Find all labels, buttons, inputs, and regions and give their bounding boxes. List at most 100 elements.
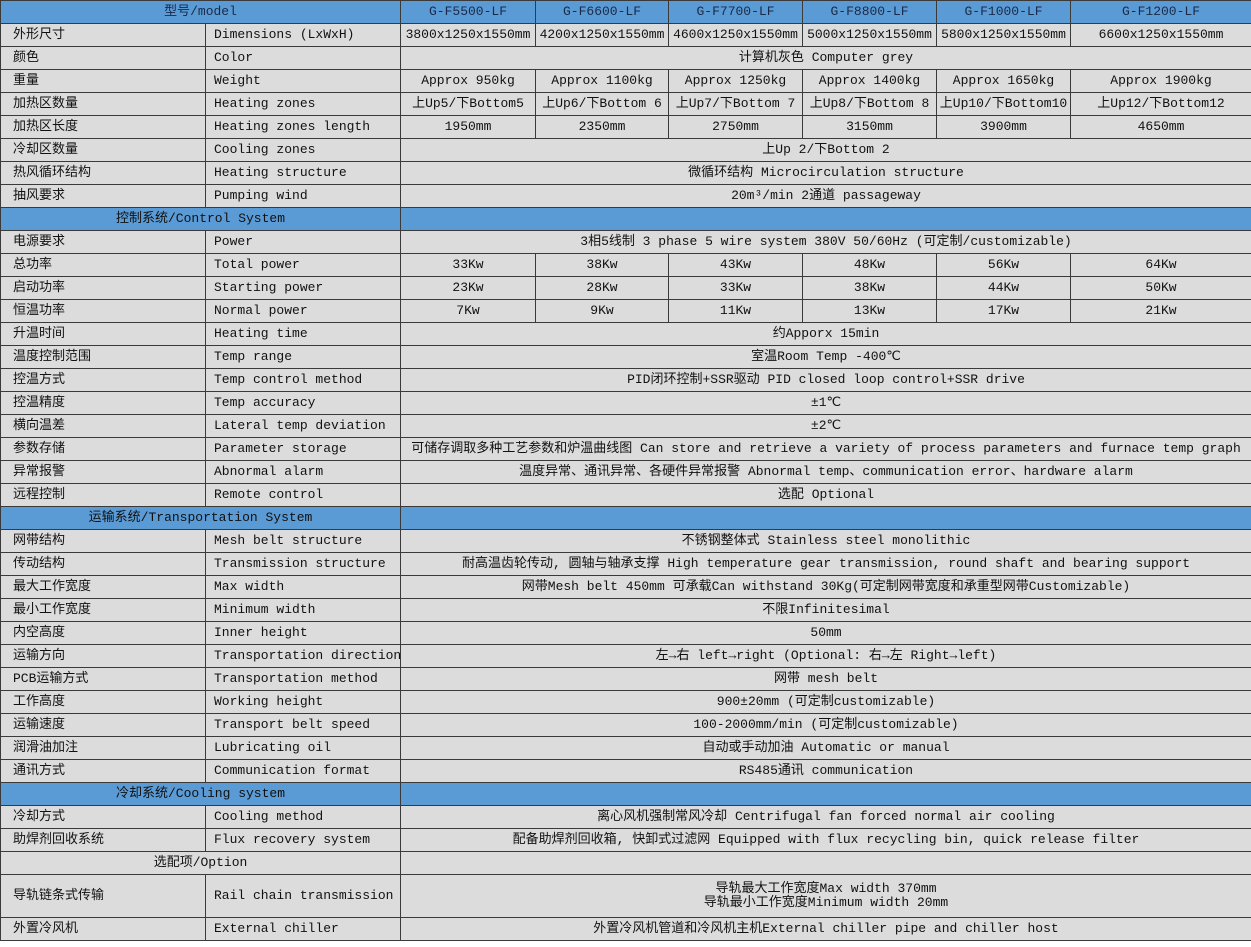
spec-label-en[interactable]: Remote control (205, 483, 401, 507)
spec-value-cell[interactable]: 1950mm (400, 115, 536, 139)
spec-value-cell[interactable]: 900±20mm (可定制customizable) (400, 690, 1251, 714)
spec-value-cell[interactable]: 4200x1250x1550mm (535, 23, 669, 47)
spec-value-cell[interactable]: 20m³/min 2通道 passageway (400, 184, 1251, 208)
spec-value-cell[interactable]: 21Kw (1070, 299, 1251, 323)
spec-label-en[interactable]: Transport belt speed (205, 713, 401, 737)
spec-value-cell[interactable]: 网带 mesh belt (400, 667, 1251, 691)
spec-label-cn[interactable]: 传动结构 (0, 552, 206, 576)
spec-value-cell[interactable]: 选配 Optional (400, 483, 1251, 507)
spec-value-cell[interactable]: 6600x1250x1550mm (1070, 23, 1251, 47)
spec-value-cell[interactable]: 网带Mesh belt 450mm 可承载Can withstand 30Kg(… (400, 575, 1251, 599)
spec-value-cell[interactable]: 上Up 2/下Bottom 2 (400, 138, 1251, 162)
spec-label-cn[interactable]: 升温时间 (0, 322, 206, 346)
spec-value-cell[interactable]: 室温Room Temp -400℃ (400, 345, 1251, 369)
model-name-cell[interactable]: G-F1000-LF (936, 0, 1071, 24)
model-name-cell[interactable]: G-F8800-LF (802, 0, 937, 24)
spec-label-en[interactable]: Transportation method (205, 667, 401, 691)
spec-value-cell[interactable]: 48Kw (802, 253, 937, 277)
spec-value-cell[interactable]: 9Kw (535, 299, 669, 323)
spec-value-cell[interactable]: 28Kw (535, 276, 669, 300)
spec-value-cell[interactable]: 外置冷风机管道和冷风机主机External chiller pipe and c… (400, 917, 1251, 941)
section-empty-cell[interactable] (400, 782, 1251, 806)
spec-value-cell[interactable]: 上Up6/下Bottom 6 (535, 92, 669, 116)
spec-value-cell[interactable]: 上Up12/下Bottom12 (1070, 92, 1251, 116)
spec-value-cell[interactable]: 50Kw (1070, 276, 1251, 300)
spec-value-cell[interactable]: 可储存调取多种工艺参数和炉温曲线图 Can store and retrieve… (400, 437, 1251, 461)
section-title[interactable]: 运输系统/Transportation System (0, 506, 401, 530)
spec-value-cell[interactable]: 2750mm (668, 115, 803, 139)
spec-label-cn[interactable]: 恒温功率 (0, 299, 206, 323)
spec-value-cell[interactable]: 13Kw (802, 299, 937, 323)
spec-value-cell[interactable]: 11Kw (668, 299, 803, 323)
spec-label-en[interactable]: Temp range (205, 345, 401, 369)
spec-label-en[interactable]: Power (205, 230, 401, 254)
model-name-cell[interactable]: G-F6600-LF (535, 0, 669, 24)
spec-value-cell[interactable]: 38Kw (802, 276, 937, 300)
spec-label-en[interactable]: Heating zones length (205, 115, 401, 139)
spec-label-cn[interactable]: 远程控制 (0, 483, 206, 507)
spec-value-cell[interactable]: 不限Infinitesimal (400, 598, 1251, 622)
spec-value-cell[interactable]: 左→右 left→right (Optional: 右→左 Right→left… (400, 644, 1251, 668)
spec-value-cell[interactable]: 上Up5/下Bottom5 (400, 92, 536, 116)
spec-value-cell[interactable]: 温度异常、通讯异常、各硬件异常报警 Abnormal temp、communic… (400, 460, 1251, 484)
spec-label-en[interactable]: Cooling zones (205, 138, 401, 162)
spec-label-en[interactable]: Temp control method (205, 368, 401, 392)
spec-value-cell[interactable]: 64Kw (1070, 253, 1251, 277)
spec-label-cn[interactable]: 外形尺寸 (0, 23, 206, 47)
spec-label-cn[interactable]: 参数存储 (0, 437, 206, 461)
spec-label-en[interactable]: Color (205, 46, 401, 70)
section-title[interactable]: 控制系统/Control System (0, 207, 401, 231)
section-empty-cell[interactable] (400, 506, 1251, 530)
spec-value-cell[interactable]: 43Kw (668, 253, 803, 277)
spec-value-cell[interactable]: 33Kw (400, 253, 536, 277)
section-title[interactable]: 冷却系统/Cooling system (0, 782, 401, 806)
spec-value-cell[interactable]: 100-2000mm/min (可定制customizable) (400, 713, 1251, 737)
spec-value-cell[interactable]: Approx 1650kg (936, 69, 1071, 93)
spec-value-cell[interactable]: 4600x1250x1550mm (668, 23, 803, 47)
spec-value-cell[interactable]: 自动或手动加油 Automatic or manual (400, 736, 1251, 760)
spec-label-cn[interactable]: 冷却方式 (0, 805, 206, 829)
spec-label-cn[interactable]: 加热区长度 (0, 115, 206, 139)
spec-label-cn[interactable]: PCB运输方式 (0, 667, 206, 691)
spec-value-cell[interactable]: Approx 950kg (400, 69, 536, 93)
spec-label-cn[interactable]: 总功率 (0, 253, 206, 277)
spec-value-cell[interactable]: 耐高温齿轮传动, 圆轴与轴承支撑 High temperature gear t… (400, 552, 1251, 576)
spec-value-cell[interactable]: RS485通讯 communication (400, 759, 1251, 783)
spec-label-cn[interactable]: 重量 (0, 69, 206, 93)
section-empty-cell[interactable] (400, 207, 1251, 231)
section-empty-cell[interactable] (400, 851, 1251, 875)
spec-value-cell[interactable]: Approx 1100kg (535, 69, 669, 93)
spec-label-en[interactable]: Transportation direction (205, 644, 401, 668)
spec-value-cell[interactable]: 23Kw (400, 276, 536, 300)
spec-label-cn[interactable]: 控温方式 (0, 368, 206, 392)
spec-value-cell[interactable]: ±1℃ (400, 391, 1251, 415)
spec-value-cell[interactable]: 56Kw (936, 253, 1071, 277)
spec-value-cell[interactable]: 5000x1250x1550mm (802, 23, 937, 47)
spec-value-cell[interactable]: Approx 1250kg (668, 69, 803, 93)
spec-label-cn[interactable]: 外置冷风机 (0, 917, 206, 941)
model-name-cell[interactable]: G-F5500-LF (400, 0, 536, 24)
spec-label-en[interactable]: Starting power (205, 276, 401, 300)
spec-value-cell[interactable]: 上Up10/下Bottom10 (936, 92, 1071, 116)
spec-value-cell[interactable]: 计算机灰色 Computer grey (400, 46, 1251, 70)
spec-label-en[interactable]: Pumping wind (205, 184, 401, 208)
spec-label-cn[interactable]: 电源要求 (0, 230, 206, 254)
spec-label-en[interactable]: Heating time (205, 322, 401, 346)
spec-label-en[interactable]: Flux recovery system (205, 828, 401, 852)
spec-label-en[interactable]: Weight (205, 69, 401, 93)
spec-value-cell[interactable]: 上Up8/下Bottom 8 (802, 92, 937, 116)
spec-label-en[interactable]: Working height (205, 690, 401, 714)
spec-label-cn[interactable]: 导轨链条式传输 (0, 874, 206, 918)
spec-value-cell[interactable]: 约Apporx 15min (400, 322, 1251, 346)
spec-label-en[interactable]: Lateral temp deviation (205, 414, 401, 438)
spec-value-cell[interactable]: 配备助焊剂回收箱, 快卸式过滤网 Equipped with flux recy… (400, 828, 1251, 852)
spec-label-en[interactable]: Communication format (205, 759, 401, 783)
spec-label-en[interactable]: Cooling method (205, 805, 401, 829)
spec-label-cn[interactable]: 最小工作宽度 (0, 598, 206, 622)
spec-label-en[interactable]: Minimum width (205, 598, 401, 622)
spec-label-cn[interactable]: 助焊剂回收系统 (0, 828, 206, 852)
spec-value-cell[interactable]: 44Kw (936, 276, 1071, 300)
spec-value-cell[interactable]: Approx 1900kg (1070, 69, 1251, 93)
spec-label-en[interactable]: Total power (205, 253, 401, 277)
spec-value-cell[interactable]: 上Up7/下Bottom 7 (668, 92, 803, 116)
